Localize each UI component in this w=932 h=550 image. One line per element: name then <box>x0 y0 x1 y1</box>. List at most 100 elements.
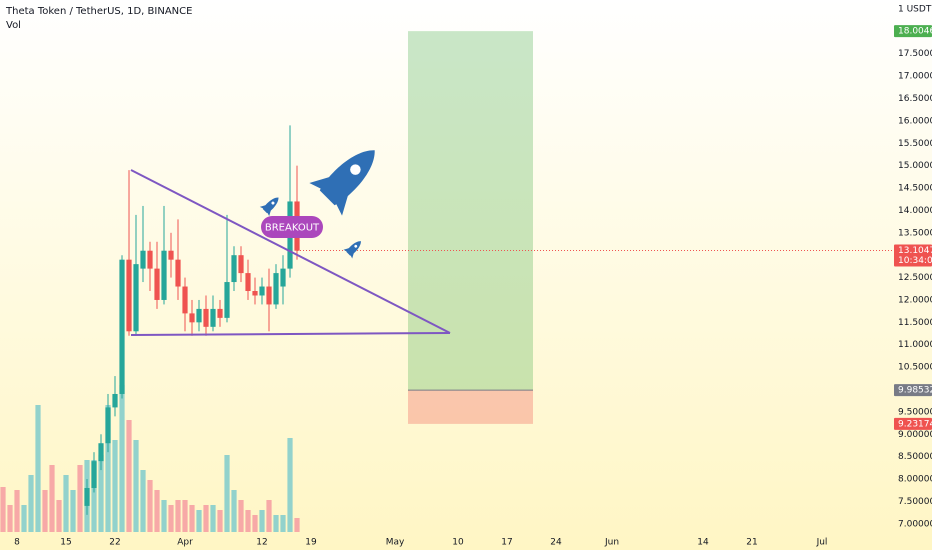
candle-body <box>189 313 195 323</box>
volume-bar <box>238 500 244 532</box>
volume-bar <box>182 500 188 532</box>
candle-body <box>84 487 90 506</box>
volume-bar <box>154 490 160 532</box>
y-tick-label: 15.50000 <box>898 139 932 149</box>
volume-bar <box>133 440 139 532</box>
candle-body <box>168 250 174 260</box>
volume-bar <box>168 505 174 532</box>
x-tick-label: 15 <box>60 538 71 548</box>
volume-bar <box>119 385 125 532</box>
y-tick-label: 16.50000 <box>898 94 932 104</box>
y-tick-label: 11.50000 <box>898 318 932 328</box>
candle-body <box>119 259 125 394</box>
candle-body <box>203 308 209 327</box>
x-tick-label: 19 <box>305 538 317 548</box>
x-tick-label: 14 <box>697 538 709 548</box>
volume-bar <box>189 505 195 532</box>
volume-bar <box>105 405 111 532</box>
volume-bar <box>224 455 230 532</box>
volume-bar <box>294 518 300 532</box>
volume-bar <box>252 515 258 532</box>
volume-bar <box>77 465 83 532</box>
y-tick-label: 12.50000 <box>898 273 932 283</box>
volume-bar <box>273 515 279 532</box>
chart-title: Theta Token / TetherUS, 1D, BINANCE <box>5 6 192 17</box>
candle-body <box>133 264 139 332</box>
y-tick-label: 8.50000 <box>898 452 932 462</box>
candle-body <box>280 268 286 287</box>
volume-bar <box>280 515 286 532</box>
x-tick-label: Jul <box>816 538 828 548</box>
y-tick-label: 14.50000 <box>898 184 932 194</box>
candle-body <box>105 407 111 444</box>
annotation-text: BREAKOUT <box>265 223 320 234</box>
volume-bar <box>266 500 272 532</box>
volume-bar <box>126 420 132 532</box>
price-marker-label: 18.00464 <box>898 27 932 37</box>
y-tick-label: 9.00000 <box>898 430 932 440</box>
volume-bar <box>91 460 97 532</box>
volume-bar <box>210 505 216 532</box>
y-tick-label: 7.50000 <box>898 497 932 507</box>
volume-bar <box>14 490 20 532</box>
candle-body <box>196 308 202 323</box>
candle-body <box>231 255 237 283</box>
y-tick-label: 17.00000 <box>898 72 932 82</box>
y-tick-label: 14.00000 <box>898 206 932 216</box>
y-tick-label: 11.00000 <box>898 340 932 350</box>
position-target-zone <box>408 31 533 391</box>
volume-bar <box>175 500 181 532</box>
volume-bar <box>217 510 223 532</box>
price-marker <box>894 244 932 267</box>
candle-body <box>161 250 167 300</box>
candle-body <box>140 250 146 269</box>
volume-bar <box>0 487 6 532</box>
y-tick-label: 7.00000 <box>898 519 932 529</box>
volume-bar <box>70 490 76 532</box>
y-tick-label: 9.50000 <box>898 407 932 417</box>
price-marker <box>894 25 932 38</box>
x-tick-label: May <box>386 538 405 548</box>
candle-body <box>217 308 223 318</box>
candle-body <box>175 259 181 287</box>
volume-label: Vol <box>6 20 21 31</box>
y-tick-label: 17.50000 <box>898 49 932 59</box>
x-tick-label: Jun <box>604 538 619 548</box>
y-tick-label: 10.50000 <box>898 363 932 373</box>
y-tick-label: 13.50000 <box>898 228 932 238</box>
volume-bar <box>259 510 265 532</box>
volume-bar <box>245 510 251 532</box>
candle-body <box>147 250 153 269</box>
trend-line <box>130 169 451 334</box>
volume-bar <box>35 405 41 532</box>
y-tick-label: 12.00000 <box>898 295 932 305</box>
x-tick-label: 22 <box>109 538 120 548</box>
x-tick-label: 8 <box>14 538 20 548</box>
candle-body <box>98 443 104 462</box>
x-tick-label: 12 <box>256 538 267 548</box>
volume-bar <box>42 490 48 532</box>
price-marker-label: 9.23174 <box>898 419 932 429</box>
volume-bar <box>287 438 293 532</box>
price-marker <box>894 417 932 430</box>
candle-body <box>245 273 251 292</box>
volume-bar <box>196 510 202 532</box>
price-marker-sublabel: 10:34:04 <box>898 256 932 266</box>
price-marker-label: 13.10472 <box>898 246 932 256</box>
drawings: BREAKOUT <box>130 133 451 336</box>
candle-body <box>112 393 118 408</box>
trend-line <box>130 332 451 336</box>
candle-body <box>210 308 216 327</box>
volume-bar <box>56 500 62 532</box>
candle-body <box>266 286 272 305</box>
annotation-box <box>261 216 323 238</box>
plot <box>0 31 893 532</box>
price-marker <box>894 384 932 397</box>
volume-bar <box>7 505 13 532</box>
position-stop-zone <box>408 390 533 424</box>
x-tick-label: 24 <box>550 538 562 548</box>
candle-body <box>126 259 132 332</box>
currency-label: 1 USDT <box>898 5 932 15</box>
volume-bar <box>112 440 118 532</box>
